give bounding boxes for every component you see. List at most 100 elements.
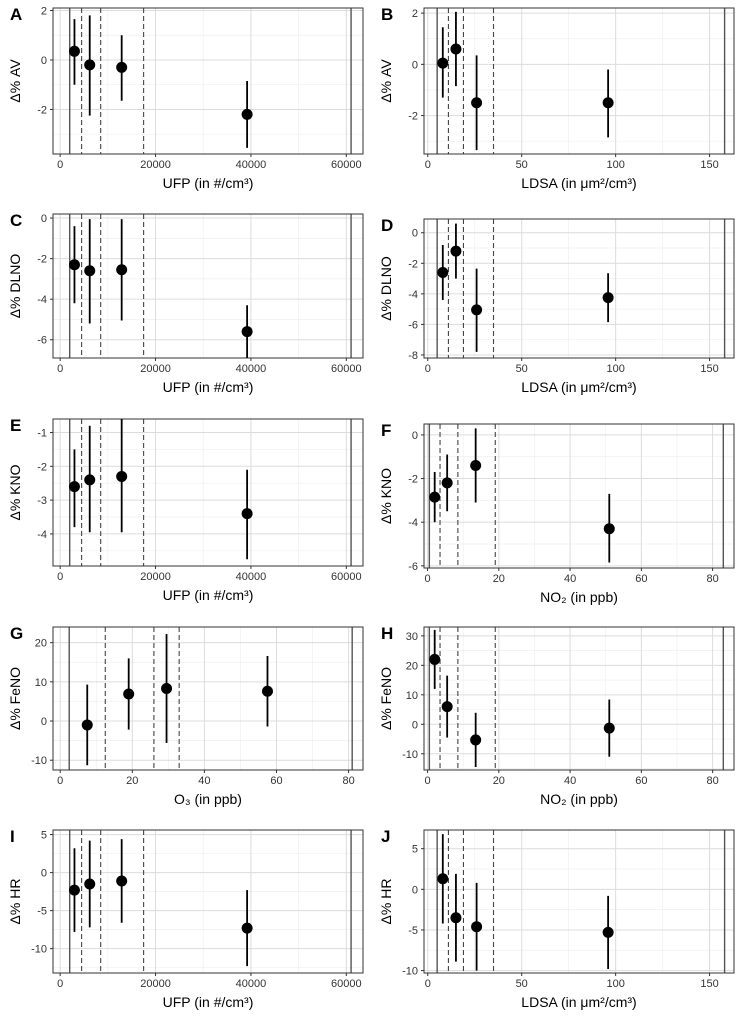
panel-c: 0 20000 40000 60000 -6 -4 -2 0 C UFP (in #/cm³) Δ%… [7, 211, 364, 395]
y-tick-label: 2 [41, 5, 47, 17]
x-tick-label: 100 [606, 159, 624, 171]
data-point [441, 477, 453, 489]
y-tick-label: -4 [408, 289, 418, 301]
x-tick-label: 40000 [236, 978, 267, 990]
x-tick-label: 20000 [140, 363, 171, 375]
y-tick-label: -2 [37, 461, 47, 473]
y-tick-label: -5 [408, 925, 418, 937]
plot-frame [423, 218, 735, 359]
data-point [470, 459, 482, 471]
data-point [123, 688, 135, 700]
x-tick-label: 100 [606, 363, 624, 375]
x-tick-label: 40000 [236, 363, 267, 375]
data-point [68, 481, 80, 493]
x-tick-label: 60 [270, 775, 282, 787]
data-point [241, 922, 253, 934]
panel-e: 0 20000 40000 60000 -4 -3 -2 -1 E UFP (in #/cm³) Δ… [7, 416, 364, 603]
x-tick-label: 60000 [331, 571, 362, 583]
data-point [241, 326, 253, 338]
x-tick-label: 0 [57, 978, 63, 990]
y-axis-title: Δ% KNO [7, 464, 23, 520]
panel-letter: A [10, 5, 22, 24]
y-tick-label: -4 [408, 517, 418, 529]
data-point [437, 873, 449, 885]
panel-d: 0 50 100 150 -8 -6 -4 -2 0 D LDSA (in μm²/cm³) Δ% D… [378, 216, 735, 395]
data-point [429, 653, 441, 665]
data-point [429, 491, 441, 503]
x-axis-title: UFP (in #/cm³) [163, 379, 254, 395]
plot-frame [423, 626, 735, 771]
x-tick-label: 80 [706, 573, 718, 585]
data-point [602, 97, 614, 109]
y-tick-label: 10 [35, 677, 47, 689]
y-tick-label: 5 [412, 844, 418, 856]
x-tick-label: 20 [493, 775, 505, 787]
y-tick-label: -4 [37, 294, 47, 306]
panel-letter: B [381, 5, 393, 24]
x-tick-label: 40 [564, 573, 576, 585]
data-point [470, 734, 482, 746]
x-tick-label: 50 [516, 159, 528, 171]
panel-f: 0 20 40 60 80 -6 -4 -2 0 F NO₂ (in ppb) Δ% KNO [378, 421, 735, 605]
data-point [84, 474, 96, 486]
x-tick-label: 100 [606, 978, 624, 990]
y-tick-label: -8 [408, 350, 418, 362]
x-tick-label: 0 [57, 571, 63, 583]
x-tick-label: 0 [425, 775, 431, 787]
data-point [241, 508, 253, 520]
y-tick-label: 2 [412, 8, 418, 20]
x-tick-label: 50 [516, 363, 528, 375]
x-tick-label: 40000 [236, 571, 267, 583]
y-tick-label: 0 [412, 719, 418, 731]
data-point [241, 108, 253, 120]
data-point [450, 43, 462, 55]
panel-a: 0 20000 40000 60000 -2 0 2 A UFP (in #/cm³) Δ% AV [7, 5, 364, 191]
x-tick-label: 40 [198, 775, 210, 787]
x-tick-label: 80 [706, 775, 718, 787]
y-tick-label: -2 [37, 254, 47, 266]
data-point [68, 259, 80, 271]
plot-frame [52, 213, 364, 359]
panel-b: 0 50 100 150 -2 0 2 B LDSA (in μm²/cm³) Δ% AV [378, 5, 735, 191]
y-tick-label: 10 [406, 690, 418, 702]
panel-letter: D [381, 216, 393, 235]
x-axis-title: UFP (in #/cm³) [163, 175, 254, 191]
x-tick-label: 50 [516, 978, 528, 990]
y-tick-label: -10 [31, 944, 47, 956]
y-axis-title: Δ% FeNO [7, 667, 23, 730]
plot-frame [52, 829, 364, 974]
x-tick-label: 0 [425, 573, 431, 585]
data-point [116, 470, 128, 482]
y-tick-label: -2 [408, 111, 418, 123]
x-tick-label: 20000 [140, 978, 171, 990]
x-tick-label: 20 [493, 573, 505, 585]
x-tick-label: 40 [564, 775, 576, 787]
x-tick-label: 60 [635, 775, 647, 787]
y-axis-title: Δ% DLNO [7, 254, 23, 319]
data-point [261, 685, 273, 697]
data-point [84, 878, 96, 890]
y-tick-label: 0 [412, 59, 418, 71]
y-tick-label: 0 [412, 228, 418, 240]
y-tick-label: -3 [37, 495, 47, 507]
data-point [450, 245, 462, 257]
y-tick-label: -10 [402, 966, 418, 978]
x-tick-label: 40000 [236, 159, 267, 171]
y-tick-label: 20 [406, 660, 418, 672]
y-axis-title: Δ% HR [378, 879, 394, 925]
y-tick-label: -1 [37, 428, 47, 440]
data-point [437, 57, 449, 69]
x-tick-label: 60 [635, 573, 647, 585]
x-tick-label: 0 [425, 978, 431, 990]
x-tick-label: 150 [700, 978, 718, 990]
data-point [602, 926, 614, 938]
panel-letter: J [381, 827, 390, 846]
x-axis-title: NO₂ (in ppb) [540, 589, 618, 605]
x-tick-label: 20000 [140, 159, 171, 171]
panel-letter: E [10, 416, 21, 435]
y-tick-label: 0 [41, 716, 47, 728]
plot-frame [423, 423, 735, 569]
y-tick-label: -6 [37, 335, 47, 347]
x-tick-label: 20000 [140, 571, 171, 583]
